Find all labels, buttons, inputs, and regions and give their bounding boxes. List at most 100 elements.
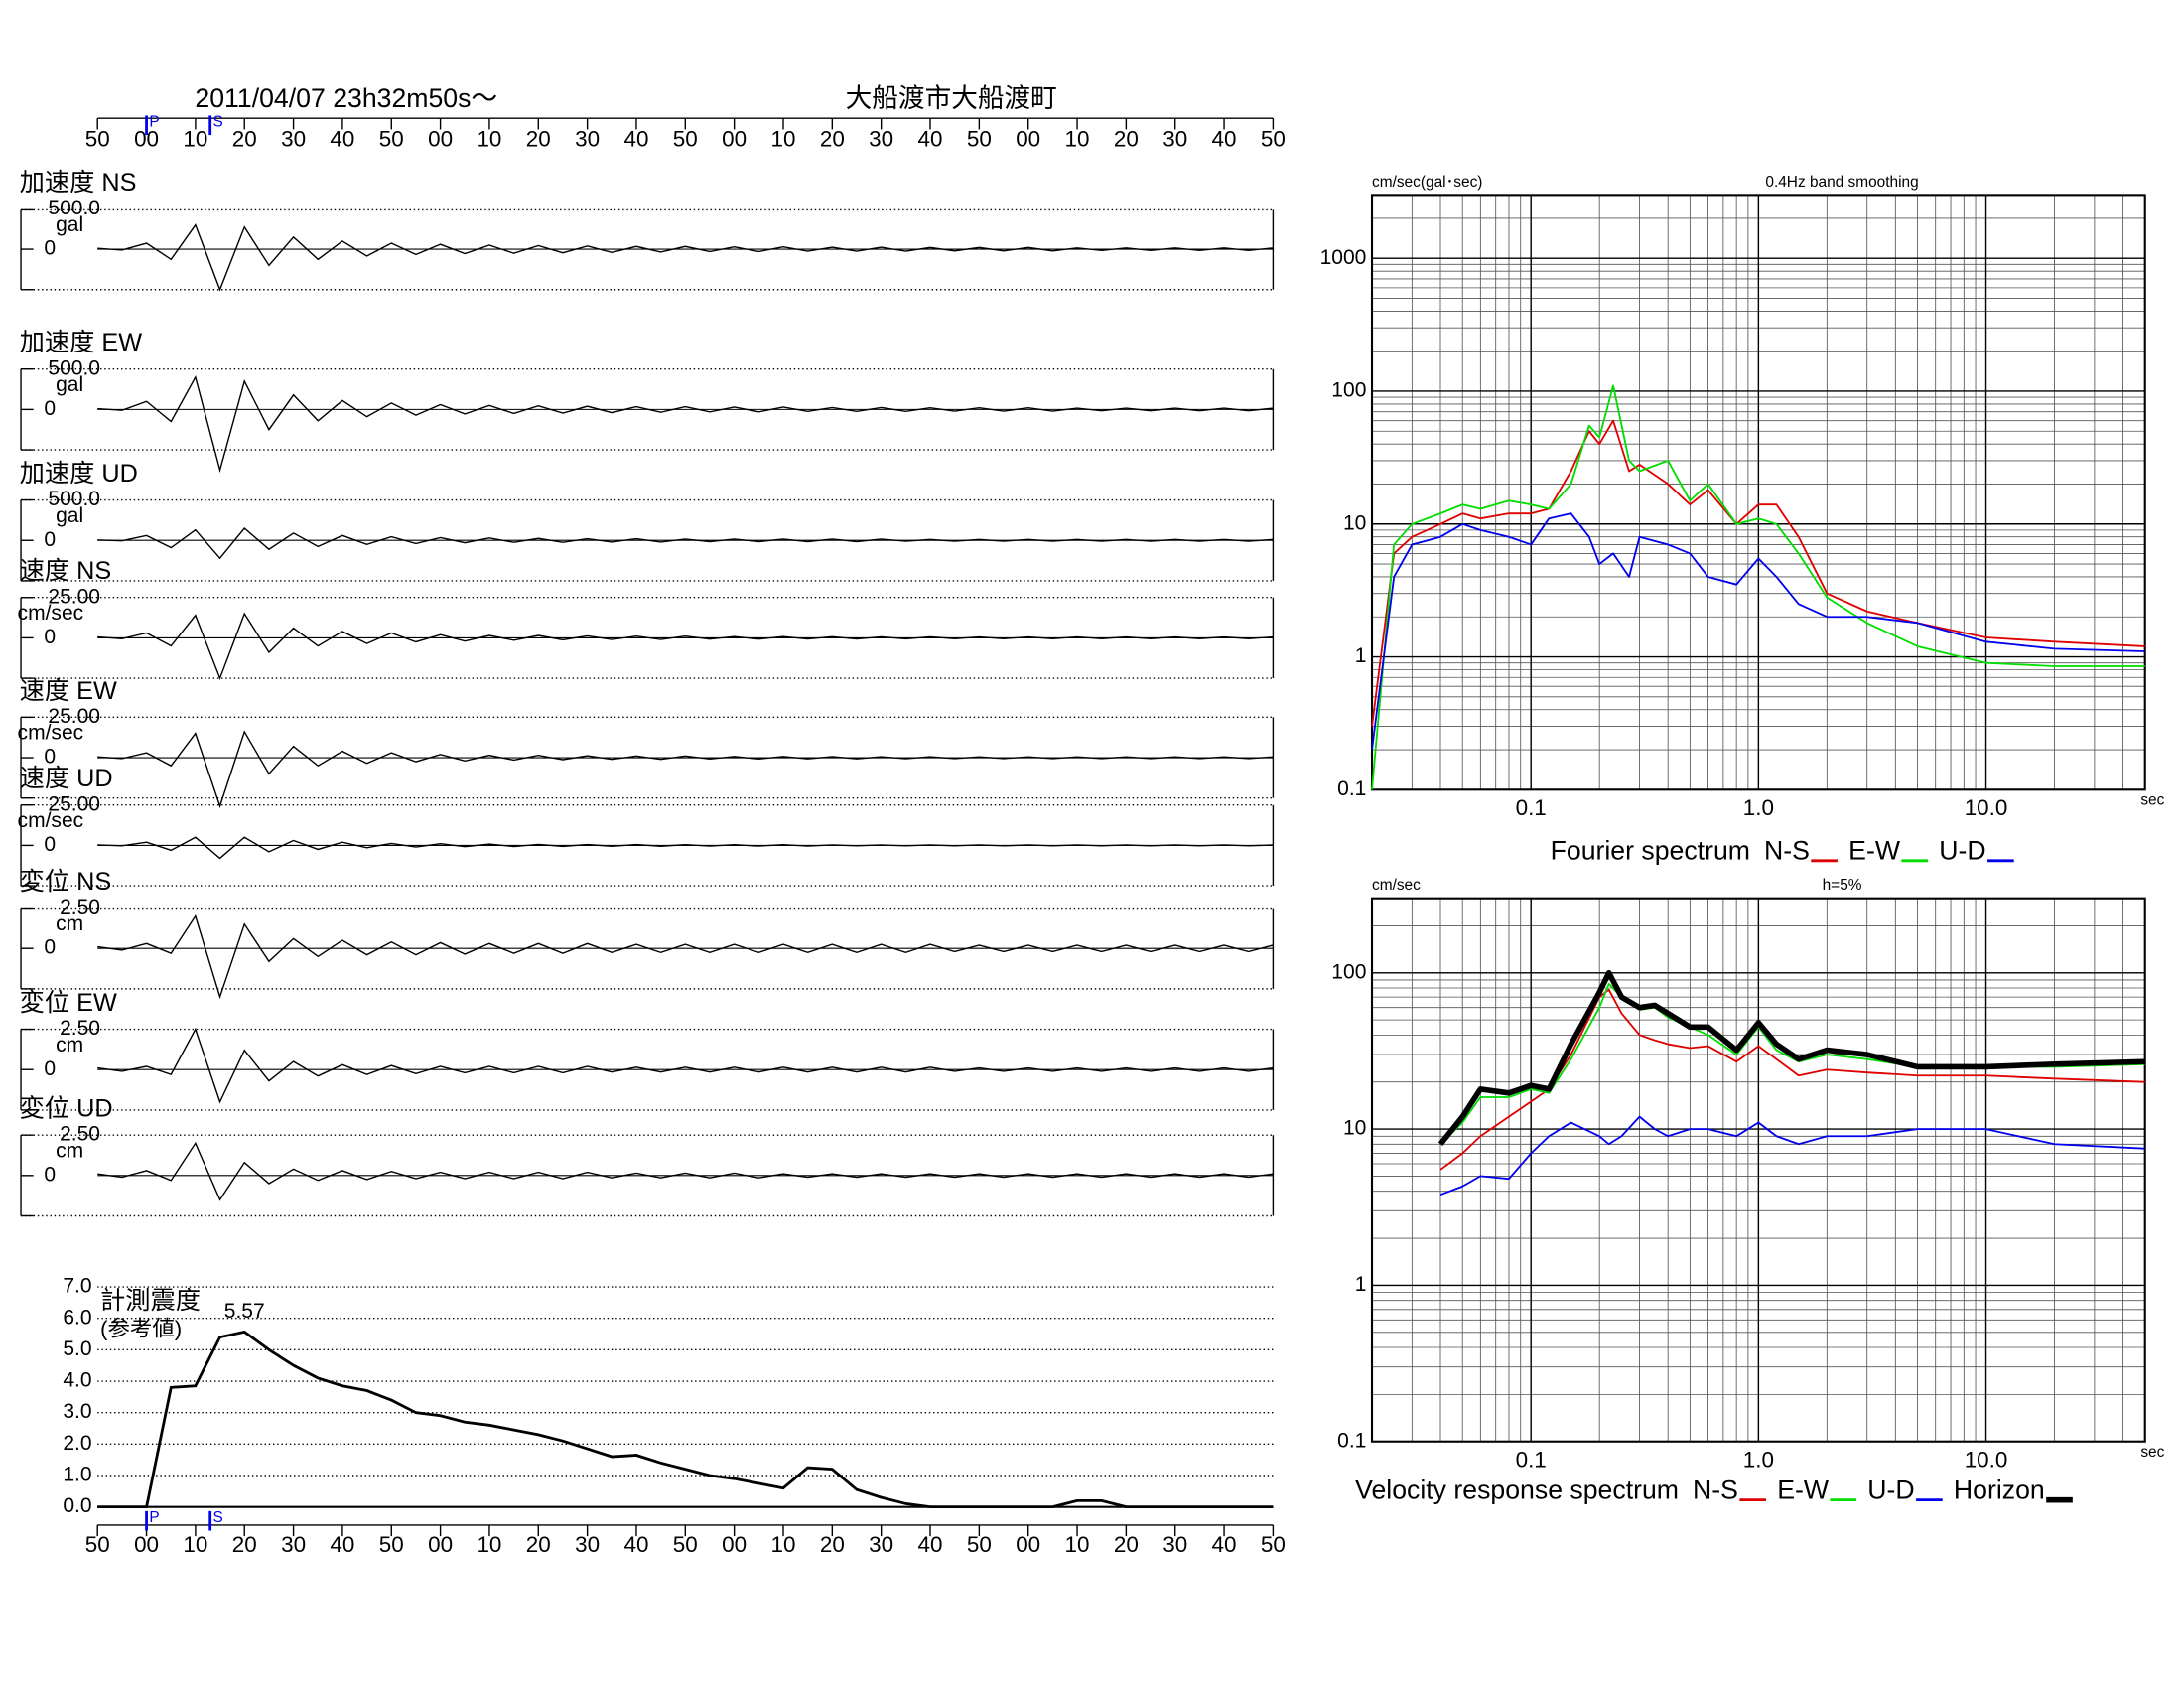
- x-tick-label: 10: [477, 127, 501, 152]
- y-tick-label: 1: [1355, 1273, 1367, 1296]
- y-axis-unit: cm/sec(gal･sec): [1372, 174, 1482, 191]
- trace-name: 変位 NS: [20, 868, 112, 896]
- x-tick-label: 20: [1114, 1532, 1139, 1557]
- x-tick-label: 40: [623, 1532, 648, 1557]
- x-tick-label: 30: [869, 127, 893, 152]
- y-tick-label: 0: [44, 1163, 56, 1186]
- y-tick-label: 4.0: [63, 1369, 91, 1392]
- y-tick-label: 0.1: [1337, 777, 1366, 800]
- spectrum-line: [1439, 988, 2145, 1171]
- x-tick-label: 20: [526, 127, 551, 152]
- y-tick-label: 0: [44, 528, 56, 551]
- y-tick-label: 0: [44, 936, 56, 959]
- unit-label: cm/sec: [18, 722, 84, 745]
- plot-frame: [1370, 194, 2146, 791]
- legend-label: U-D: [1867, 1475, 1914, 1504]
- x-tick-label: 50: [1261, 1532, 1286, 1557]
- x-tick-label: 30: [281, 127, 306, 152]
- spectrum-line: [1439, 1115, 2145, 1196]
- x-tick-label: 20: [820, 127, 845, 152]
- legend-label: Horizon: [1954, 1475, 2045, 1504]
- y-tick-label: 0: [44, 397, 56, 420]
- intensity-line: [97, 1330, 1274, 1509]
- x-tick-label: 00: [722, 127, 747, 152]
- phase-label: P: [149, 1509, 159, 1526]
- y-tick-label: 2.50: [60, 896, 100, 918]
- unit-label: gal: [56, 504, 83, 527]
- legend-label: E-W: [1848, 835, 1901, 865]
- y-tick-label: 25.00: [48, 705, 100, 728]
- x-tick-label: 0.1: [1516, 1447, 1547, 1472]
- x-tick-label: 50: [85, 1532, 110, 1557]
- y-tick-label: 2.50: [60, 1017, 100, 1040]
- x-tick-label: 10.0: [1965, 795, 2008, 820]
- waveform: [97, 836, 1274, 860]
- x-axis-unit: sec: [2140, 1444, 2164, 1461]
- spectrum-line: [1371, 384, 2145, 790]
- unit-label: gal: [56, 213, 83, 236]
- intensity-subtitle: (参考値): [100, 1316, 182, 1340]
- plot-frame: [1370, 897, 2146, 1443]
- unit-label: cm/sec: [18, 602, 84, 625]
- unit-label: cm: [56, 1140, 83, 1163]
- intensity-title: 計測震度: [100, 1287, 201, 1315]
- x-tick-label: 50: [967, 1532, 992, 1557]
- station-name: 大船渡市大船渡町: [846, 83, 1057, 113]
- legend-label: N-S: [1693, 1475, 1738, 1504]
- y-tick-label: 0: [44, 746, 56, 769]
- x-tick-label: 40: [1212, 127, 1237, 152]
- x-tick-label: 00: [1016, 1532, 1040, 1557]
- x-tick-label: 10: [1065, 1532, 1090, 1557]
- x-tick-label: 40: [1212, 1532, 1237, 1557]
- subtitle: 0.4Hz band smoothing: [1765, 174, 1918, 191]
- trace-name: 変位 UD: [20, 1095, 113, 1123]
- x-tick-label: 10: [183, 127, 207, 152]
- unit-label: cm/sec: [18, 809, 84, 832]
- x-tick-label: 20: [1114, 127, 1139, 152]
- phase-label: P: [149, 114, 159, 131]
- waveform: [97, 527, 1274, 560]
- subtitle: h=5%: [1823, 877, 1862, 894]
- x-tick-label: 00: [428, 1532, 453, 1557]
- spectrum-line: [1439, 982, 2145, 1145]
- y-tick-label: 2.0: [63, 1432, 91, 1455]
- y-tick-label: 1: [1355, 644, 1367, 667]
- trace-name: 変位 EW: [20, 989, 117, 1017]
- peak-label: 5.57: [224, 1300, 265, 1323]
- unit-label: cm: [56, 913, 83, 935]
- y-tick-label: 500.0: [48, 197, 100, 219]
- phase-label: S: [213, 1509, 223, 1526]
- x-tick-label: 10.0: [1965, 1447, 2008, 1472]
- y-tick-label: 100: [1331, 960, 1366, 983]
- x-tick-label: 30: [281, 1532, 306, 1557]
- y-tick-label: 0: [44, 1057, 56, 1080]
- x-tick-label: 50: [379, 127, 404, 152]
- y-tick-label: 1000: [1320, 246, 1367, 269]
- x-tick-label: 10: [183, 1532, 207, 1557]
- y-tick-label: 100: [1331, 379, 1366, 402]
- legend-label: N-S: [1764, 835, 1810, 865]
- record-title: 2011/04/07 23h32m50s〜: [195, 83, 497, 113]
- trace-name: 加速度 UD: [20, 460, 138, 488]
- y-tick-label: 1.0: [63, 1464, 91, 1486]
- x-tick-label: 00: [428, 127, 453, 152]
- waveform: [97, 612, 1274, 681]
- spectrum-line: [1371, 419, 2145, 727]
- x-tick-label: 30: [869, 1532, 893, 1557]
- waveform: [97, 1027, 1274, 1104]
- x-tick-label: 1.0: [1743, 1447, 1774, 1472]
- x-tick-label: 20: [232, 1532, 257, 1557]
- y-tick-label: 25.00: [48, 585, 100, 608]
- y-tick-label: 2.50: [60, 1123, 100, 1146]
- trace-name: 速度 NS: [20, 557, 112, 585]
- x-tick-label: 00: [1016, 127, 1040, 152]
- y-tick-label: 5.0: [63, 1337, 91, 1360]
- phase-label: S: [213, 114, 223, 131]
- x-tick-label: 50: [673, 1532, 698, 1557]
- y-tick-label: 0: [44, 626, 56, 648]
- x-tick-label: 50: [379, 1532, 404, 1557]
- y-axis-unit: cm/sec: [1372, 877, 1421, 894]
- trace-name: 速度 EW: [20, 677, 117, 705]
